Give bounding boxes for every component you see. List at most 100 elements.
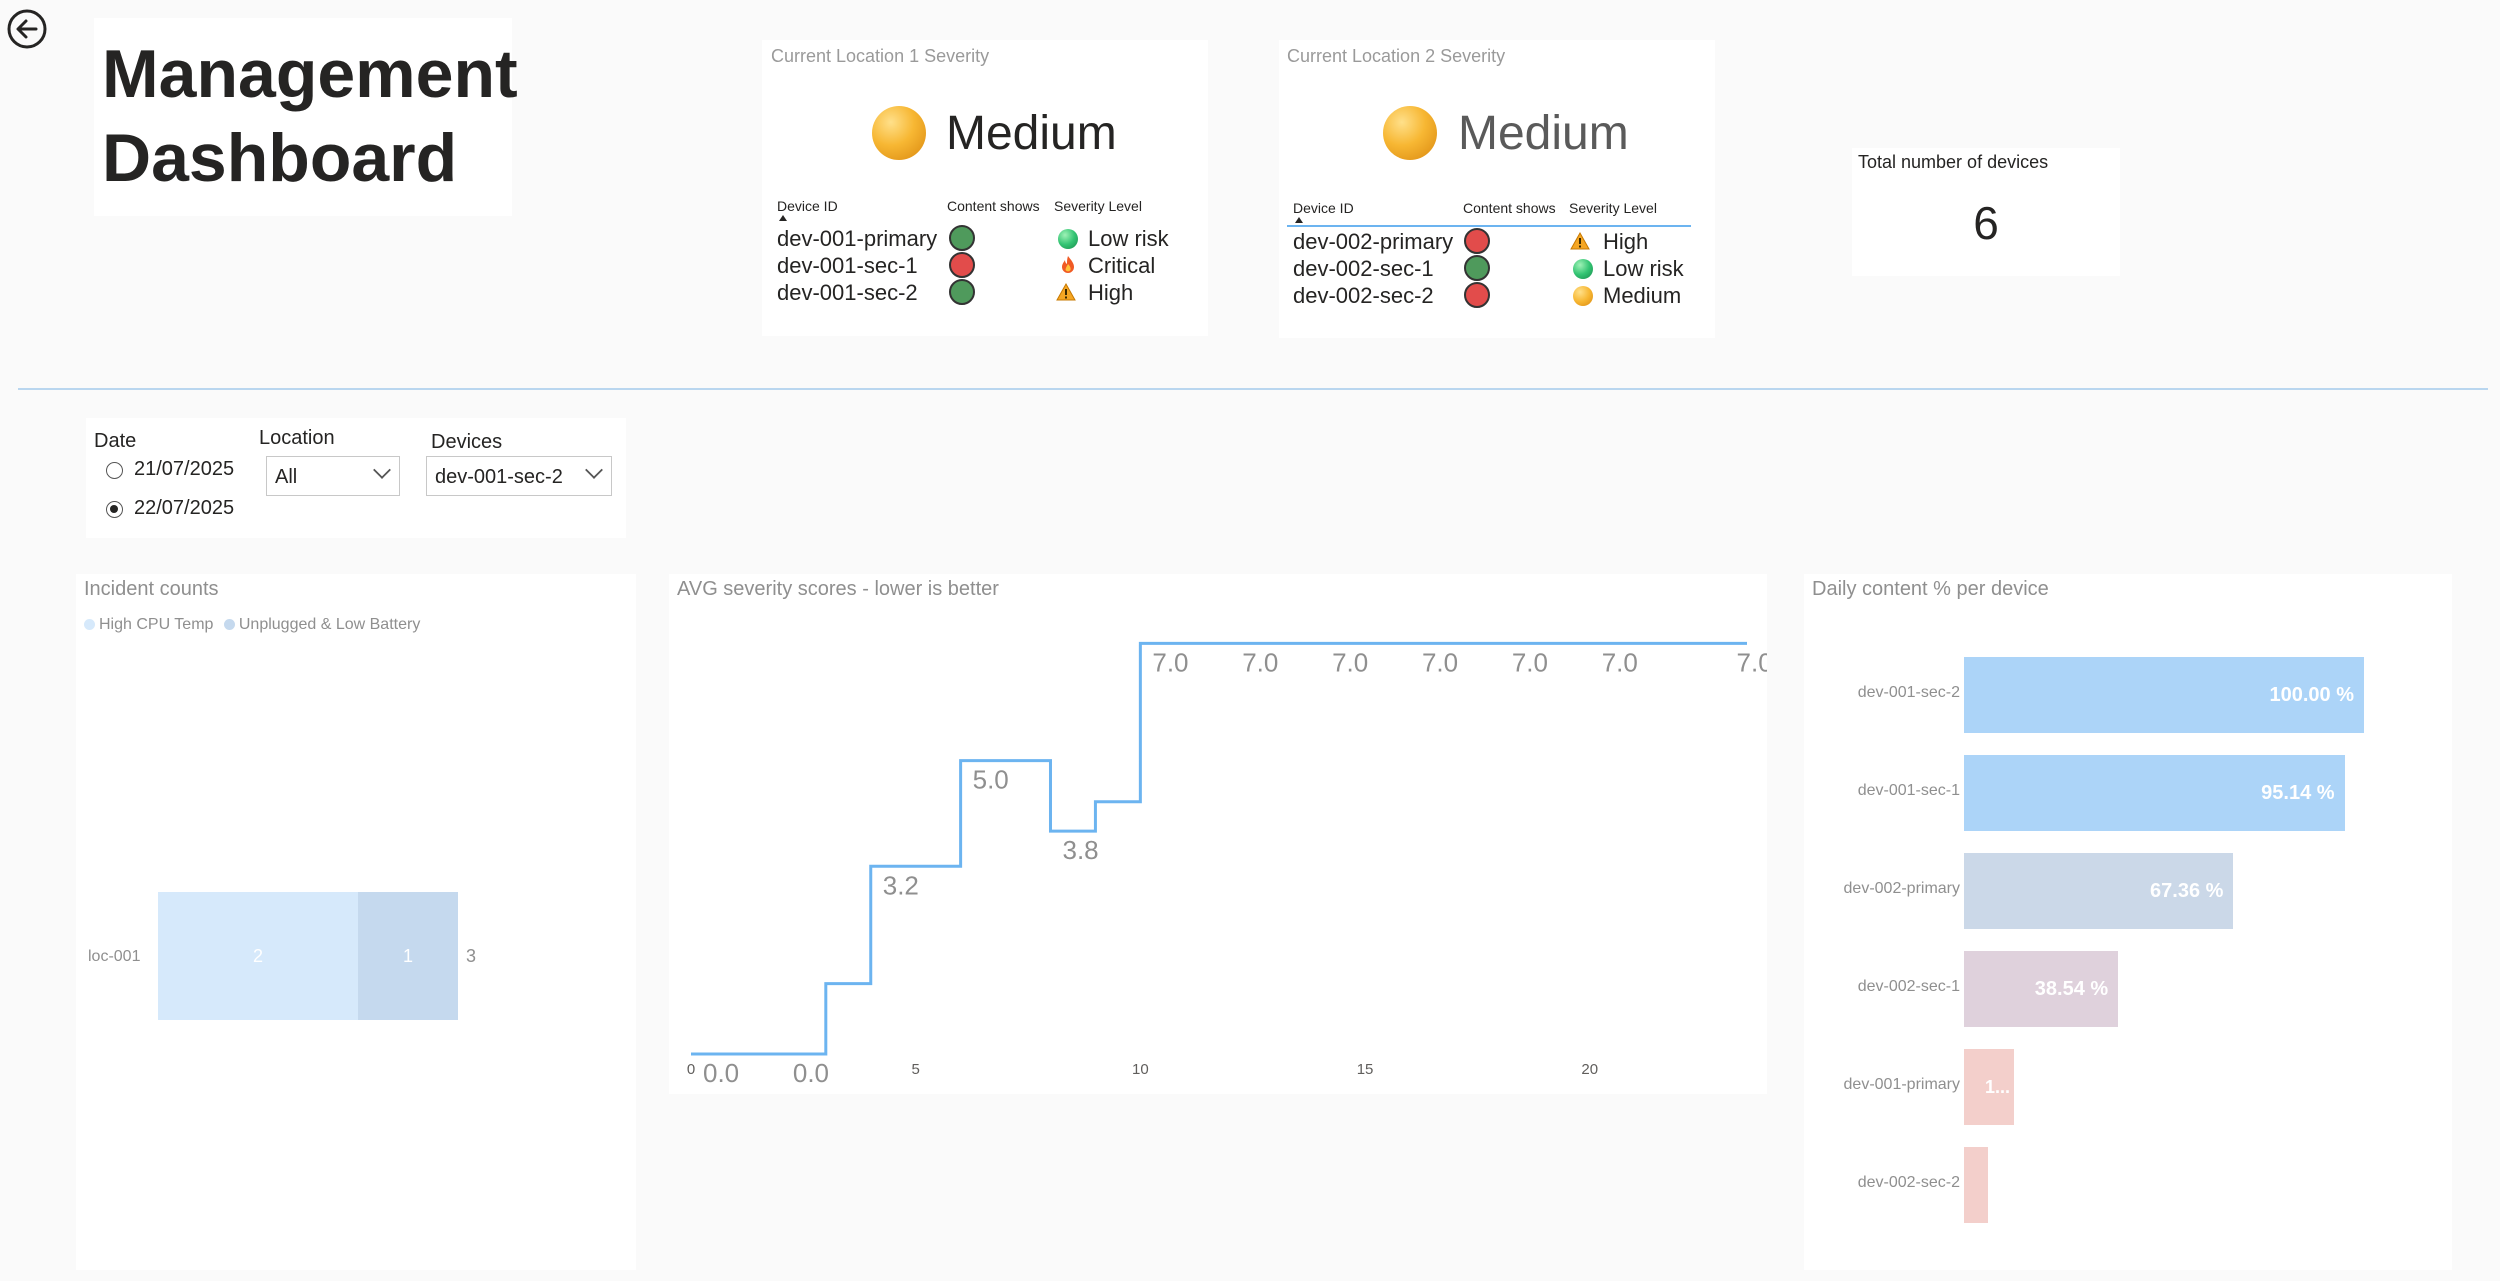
col-content-shows[interactable]: Content shows (947, 198, 1040, 214)
x-axis-tick-label: 10 (1132, 1061, 1149, 1078)
page-title-line-2: Dashboard (102, 120, 458, 196)
x-axis-tick-label: 5 (912, 1061, 920, 1078)
chart-title: Daily content % per device (1812, 578, 2049, 600)
sort-asc-icon (1295, 217, 1303, 223)
date-option-2-label[interactable]: 22/07/2025 (134, 497, 235, 519)
x-axis-tick-label: 0 (687, 1061, 695, 1078)
x-axis-tick-label: 15 (1357, 1061, 1374, 1078)
severity-data-label: 5.0 (973, 765, 1009, 795)
green-ball-icon (1573, 259, 1593, 279)
total-devices-card: Total number of devices 6 (1852, 148, 2120, 276)
location1-heading: Current Location 1 Severity (771, 46, 990, 66)
table-row-level: Critical (1088, 253, 1156, 278)
severity-data-label: 0.0 (793, 1058, 829, 1088)
content-category-label: dev-001-primary (1843, 1076, 1960, 1093)
legend-dot-unplugged (223, 619, 235, 631)
severity-series-line[interactable] (691, 641, 1747, 1056)
col-severity-level[interactable]: Severity Level (1569, 200, 1657, 216)
content-bar[interactable]: 67.36 % (1964, 853, 2234, 929)
green-ball-icon (1058, 229, 1078, 249)
severity-step-line-plot: 0.0 0.0 3.2 5.0 3.8 7.0 7.0 7.0 7.0 7.0 7.0 7.0 0 5 10… (687, 641, 1767, 1088)
content-bar[interactable] (1964, 1147, 1988, 1223)
content-bar[interactable]: 95.14 % (1964, 755, 2345, 831)
status-red-circle-icon (1464, 228, 1490, 254)
col-content-shows[interactable]: Content shows (1463, 200, 1556, 216)
sort-asc-icon (779, 215, 787, 221)
table-row-device: dev-001-primary (777, 226, 938, 251)
table-row-level: High (1088, 280, 1134, 305)
status-green-circle-icon (1464, 255, 1490, 281)
medium-orb-icon (1383, 106, 1437, 160)
col-device-id[interactable]: Device ID (1293, 200, 1354, 216)
page-title: Management Dashboard (102, 32, 518, 200)
location-slicer-label: Location (259, 427, 335, 449)
legend-item-high-cpu[interactable]: High CPU Temp (99, 616, 214, 633)
content-category-label: dev-002-sec-2 (1857, 1174, 1960, 1191)
table-row-device: dev-002-primary (1293, 229, 1454, 254)
legend-item-unplugged[interactable]: Unplugged & Low Battery (238, 616, 421, 633)
avg-severity-chart: AVG severity scores - lower is better 0.… (669, 574, 1767, 1094)
severity-data-label: 0.0 (703, 1058, 739, 1088)
content-category-label: dev-002-primary (1843, 880, 1960, 897)
date-option-1-label[interactable]: 21/07/2025 (134, 458, 235, 480)
content-bar[interactable]: 38.54 % (1964, 951, 2119, 1027)
col-device-id[interactable]: Device ID (777, 198, 838, 214)
location1-severity-value: Medium (946, 107, 1117, 160)
section-divider (18, 388, 2488, 390)
legend-dot-high-cpu (84, 619, 95, 631)
medium-orb-icon (872, 106, 926, 160)
devices-slicer-label: Devices (431, 431, 503, 453)
page-title-line-1: Management (102, 36, 518, 112)
title-card: Management Dashboard (94, 18, 518, 216)
content-category-label: dev-002-sec-1 (1857, 978, 1960, 995)
chart-title: Incident counts (84, 578, 219, 600)
table-row-level: Low risk (1088, 226, 1169, 251)
col-severity-level[interactable]: Severity Level (1054, 198, 1142, 214)
devices-dropdown[interactable]: dev-001-sec-2 (426, 456, 612, 496)
table-row-level: High (1603, 229, 1649, 254)
filters-panel: Date 21/07/2025 22/07/2025 Location All … (86, 418, 626, 538)
date-radio-option-1[interactable] (106, 462, 123, 479)
x-axis-tick-label: 20 (1581, 1061, 1598, 1078)
category-label: loc-001 (88, 948, 141, 965)
location-dropdown-value: All (275, 466, 298, 488)
fire-icon (1062, 256, 1074, 273)
table-row-device: dev-002-sec-1 (1293, 256, 1434, 281)
chevron-down-icon (373, 461, 391, 479)
status-green-circle-icon (949, 279, 975, 305)
location-dropdown[interactable]: All (266, 456, 400, 496)
content-category-label: dev-001-sec-2 (1857, 684, 1960, 701)
status-green-circle-icon (949, 225, 975, 251)
severity-data-label: 7.0 (1512, 647, 1548, 677)
location2-heading: Current Location 2 Severity (1287, 46, 1506, 66)
content-bar[interactable]: 100.00 % (1964, 657, 2364, 733)
total-devices-label: Total number of devices (1858, 152, 2049, 172)
devices-dropdown-value: dev-001-sec-2 (435, 466, 563, 488)
severity-data-label: 3.2 (883, 870, 919, 900)
content-bar[interactable]: 1... (1964, 1049, 2014, 1125)
table-row-device: dev-002-sec-2 (1293, 283, 1434, 308)
location1-severity-card: Current Location 1 Severity Medium Devic… (762, 40, 1208, 336)
total-devices-value: 6 (1973, 197, 1999, 249)
incident-counts-chart: Incident counts High CPU Temp Unplugged … (76, 574, 636, 1270)
chart-legend: High CPU Temp Unplugged & Low Battery (84, 616, 420, 634)
status-red-circle-icon (1464, 282, 1490, 308)
severity-data-label: 7.0 (1242, 647, 1278, 677)
header-underline (1287, 225, 1691, 227)
warning-icon (1056, 282, 1076, 301)
severity-data-label: 7.0 (1737, 647, 1767, 677)
location2-severity-value: Medium (1458, 107, 1629, 160)
date-radio-option-2[interactable] (106, 501, 123, 518)
table-row-device: dev-001-sec-1 (777, 253, 918, 278)
incident-bar-segment[interactable]: 1 (358, 892, 458, 1020)
daily-content-chart: Daily content % per device dev-001-sec-2… (1804, 574, 2452, 1270)
back-arrow-icon[interactable] (6, 8, 48, 50)
incident-bar-segment[interactable]: 2 (158, 892, 358, 1020)
table-row-level: Medium (1603, 283, 1682, 308)
warning-icon (1570, 231, 1590, 250)
incident-total-label: 3 (466, 946, 477, 966)
severity-data-label: 7.0 (1332, 647, 1368, 677)
severity-data-label: 7.0 (1422, 647, 1458, 677)
date-slicer-label: Date (94, 430, 137, 452)
table-row-device: dev-001-sec-2 (777, 280, 918, 305)
